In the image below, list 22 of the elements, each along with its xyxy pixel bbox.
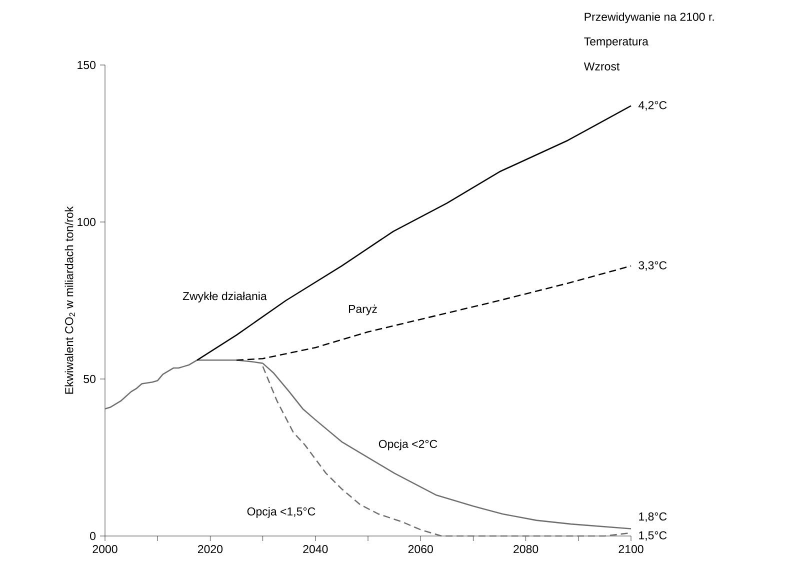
text: 3,3°C <box>638 261 667 271</box>
y-tick-label: 100 <box>78 218 96 226</box>
text: 1,5°C <box>639 531 667 541</box>
x-tick-label: 2060 <box>408 545 433 554</box>
y-tick-label: 50 <box>84 374 96 384</box>
text: Przewidywanie na 2100 r. <box>584 12 714 24</box>
text: 4,2°C <box>638 101 667 111</box>
y-tick-label: 150 <box>78 60 96 70</box>
x-tick-label: 2000 <box>92 545 118 554</box>
y-tick-label: 0 <box>90 532 96 540</box>
x-tick-label: 2080 <box>514 545 538 554</box>
series-label: Paryż <box>348 304 377 316</box>
x-tick-label: 2020 <box>198 545 223 554</box>
text: Opcja <1,5°C <box>247 507 316 518</box>
annotation: Wzrost <box>584 62 620 70</box>
y-axis-title: Ekwiwalent CO$_{2}$ w miliardach ton/rok <box>64 206 75 394</box>
text: Temperatura <box>584 37 648 48</box>
series-label: Zwykłe działania <box>182 292 267 302</box>
x-tick-label: 2040 <box>303 545 328 554</box>
x-tick-label: 2100 <box>618 545 644 554</box>
text: 1,8°C <box>639 512 667 522</box>
series-label: Opcja <2°C <box>378 440 438 450</box>
